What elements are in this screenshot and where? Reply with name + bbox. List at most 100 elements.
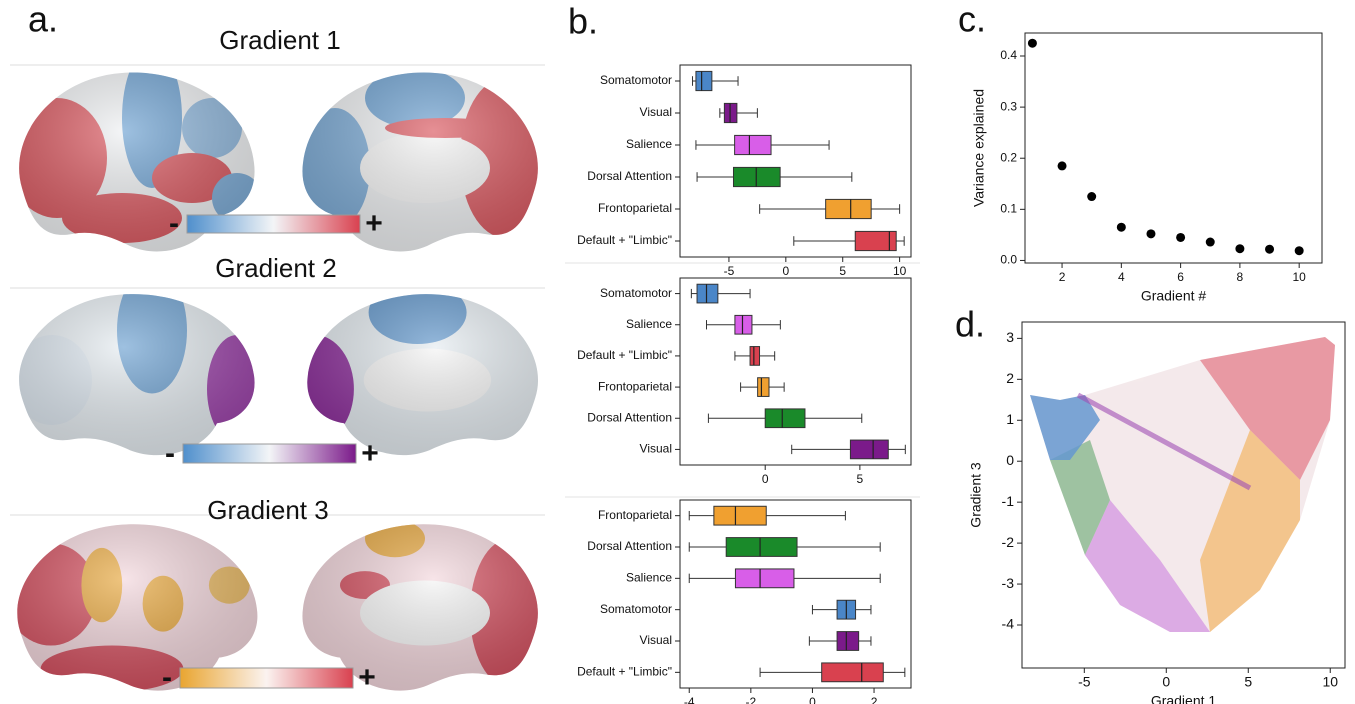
y-tick-label: -4: [1002, 616, 1015, 632]
point: [1028, 39, 1037, 48]
plot-frame: [680, 278, 911, 465]
colorbar: [183, 444, 356, 463]
point: [1058, 161, 1067, 170]
x-tick-label: 4: [1118, 270, 1125, 284]
box: [758, 378, 769, 397]
x-tick-label: 0: [782, 264, 789, 278]
box: [696, 71, 712, 90]
x-tick-label: -2: [746, 695, 757, 704]
colorbar: [180, 668, 353, 688]
category-label: Dorsal Attention: [587, 539, 672, 553]
gradient-title: Gradient 2: [215, 253, 336, 283]
category-label: Frontoparietal: [598, 508, 672, 522]
figure: a. b. c. d. Gradient 1 -: [0, 0, 1355, 704]
gradient-title: Gradient 1: [219, 25, 340, 55]
box: [822, 663, 884, 682]
y-tick-label: 0.3: [1000, 99, 1017, 113]
category-label: Somatomotor: [600, 602, 672, 616]
category-label: Somatomotor: [600, 286, 672, 300]
category-label: Salience: [626, 571, 672, 585]
x-tick-label: 5: [1244, 674, 1252, 690]
category-label: Dorsal Attention: [587, 410, 672, 424]
point-cloud: [1030, 337, 1335, 632]
x-tick-label: 0: [809, 695, 816, 704]
point: [1176, 233, 1185, 242]
panel-label: d.: [955, 304, 985, 345]
category-label: Default + "Limbic": [577, 665, 672, 679]
box: [750, 347, 759, 366]
x-axis-label: Gradient 1: [1151, 693, 1217, 704]
box: [735, 135, 771, 154]
x-tick-label: 6: [1177, 270, 1184, 284]
y-tick-label: -3: [1002, 575, 1015, 591]
box: [697, 284, 718, 303]
plot-frame: [680, 500, 911, 688]
gradient-title: Gradient 3: [207, 495, 328, 525]
point: [1087, 192, 1096, 201]
category-label: Dorsal Attention: [587, 169, 672, 183]
plot-frame: [680, 65, 911, 257]
category-label: Frontoparietal: [598, 201, 672, 215]
brain-medial: [276, 281, 555, 470]
y-tick-label: 1: [1006, 411, 1014, 427]
box: [726, 538, 797, 557]
category-label: Visual: [640, 105, 672, 119]
colorbar-plus: +: [361, 437, 379, 470]
y-axis-label: Gradient 3: [968, 462, 984, 528]
y-tick-label: -1: [1002, 493, 1015, 509]
colorbar: [187, 215, 360, 233]
x-tick-label: 10: [1292, 270, 1306, 284]
brain-lateral: [2, 48, 272, 268]
colorbar-plus: +: [358, 661, 376, 694]
category-label: Visual: [640, 442, 672, 456]
panel-label: c.: [958, 0, 986, 40]
y-tick-label: 0.2: [1000, 150, 1017, 164]
box: [826, 199, 872, 218]
x-axis-label: Gradient #: [1141, 288, 1207, 304]
plot-frame: [1025, 33, 1322, 263]
panel-label: a.: [28, 0, 58, 40]
brain-medial: [285, 58, 555, 268]
x-tick-label: 10: [893, 264, 907, 278]
x-tick-label: -4: [684, 695, 695, 704]
point: [1146, 229, 1155, 238]
x-tick-label: 2: [1059, 270, 1066, 284]
y-tick-label: 3: [1006, 329, 1014, 345]
y-tick-label: 2: [1006, 370, 1014, 386]
panel-label: b.: [568, 1, 598, 42]
box: [735, 315, 752, 334]
y-tick-label: 0.1: [1000, 202, 1017, 216]
x-tick-label: 0: [1162, 674, 1170, 690]
y-tick-label: 0.0: [1000, 253, 1017, 267]
box: [850, 440, 888, 459]
colorbar-plus: +: [365, 207, 383, 240]
y-tick-label: 0.4: [1000, 48, 1017, 62]
x-tick-label: 2: [871, 695, 878, 704]
category-label: Salience: [626, 317, 672, 331]
point: [1265, 245, 1274, 254]
box: [735, 569, 794, 588]
x-tick-label: 10: [1322, 674, 1338, 690]
point: [1235, 244, 1244, 253]
category-label: Salience: [626, 137, 672, 151]
colorbar-minus: -: [169, 207, 179, 240]
point: [1295, 246, 1304, 255]
box: [855, 231, 896, 250]
category-label: Default + "Limbic": [577, 233, 672, 247]
point: [1117, 223, 1126, 232]
box: [714, 506, 766, 525]
category-label: Frontoparietal: [598, 379, 672, 393]
colorbar-minus: -: [165, 437, 175, 470]
x-tick-label: -5: [1078, 674, 1091, 690]
category-label: Somatomotor: [600, 73, 672, 87]
colorbar-minus: -: [162, 661, 172, 694]
point: [1206, 238, 1215, 247]
x-tick-label: 8: [1237, 270, 1244, 284]
x-tick-label: 0: [762, 472, 769, 486]
x-tick-label: -5: [724, 264, 735, 278]
category-label: Visual: [640, 633, 672, 647]
y-tick-label: 0: [1006, 452, 1014, 468]
box: [765, 409, 805, 428]
brain-lateral: [2, 268, 272, 471]
y-tick-label: -2: [1002, 534, 1015, 550]
